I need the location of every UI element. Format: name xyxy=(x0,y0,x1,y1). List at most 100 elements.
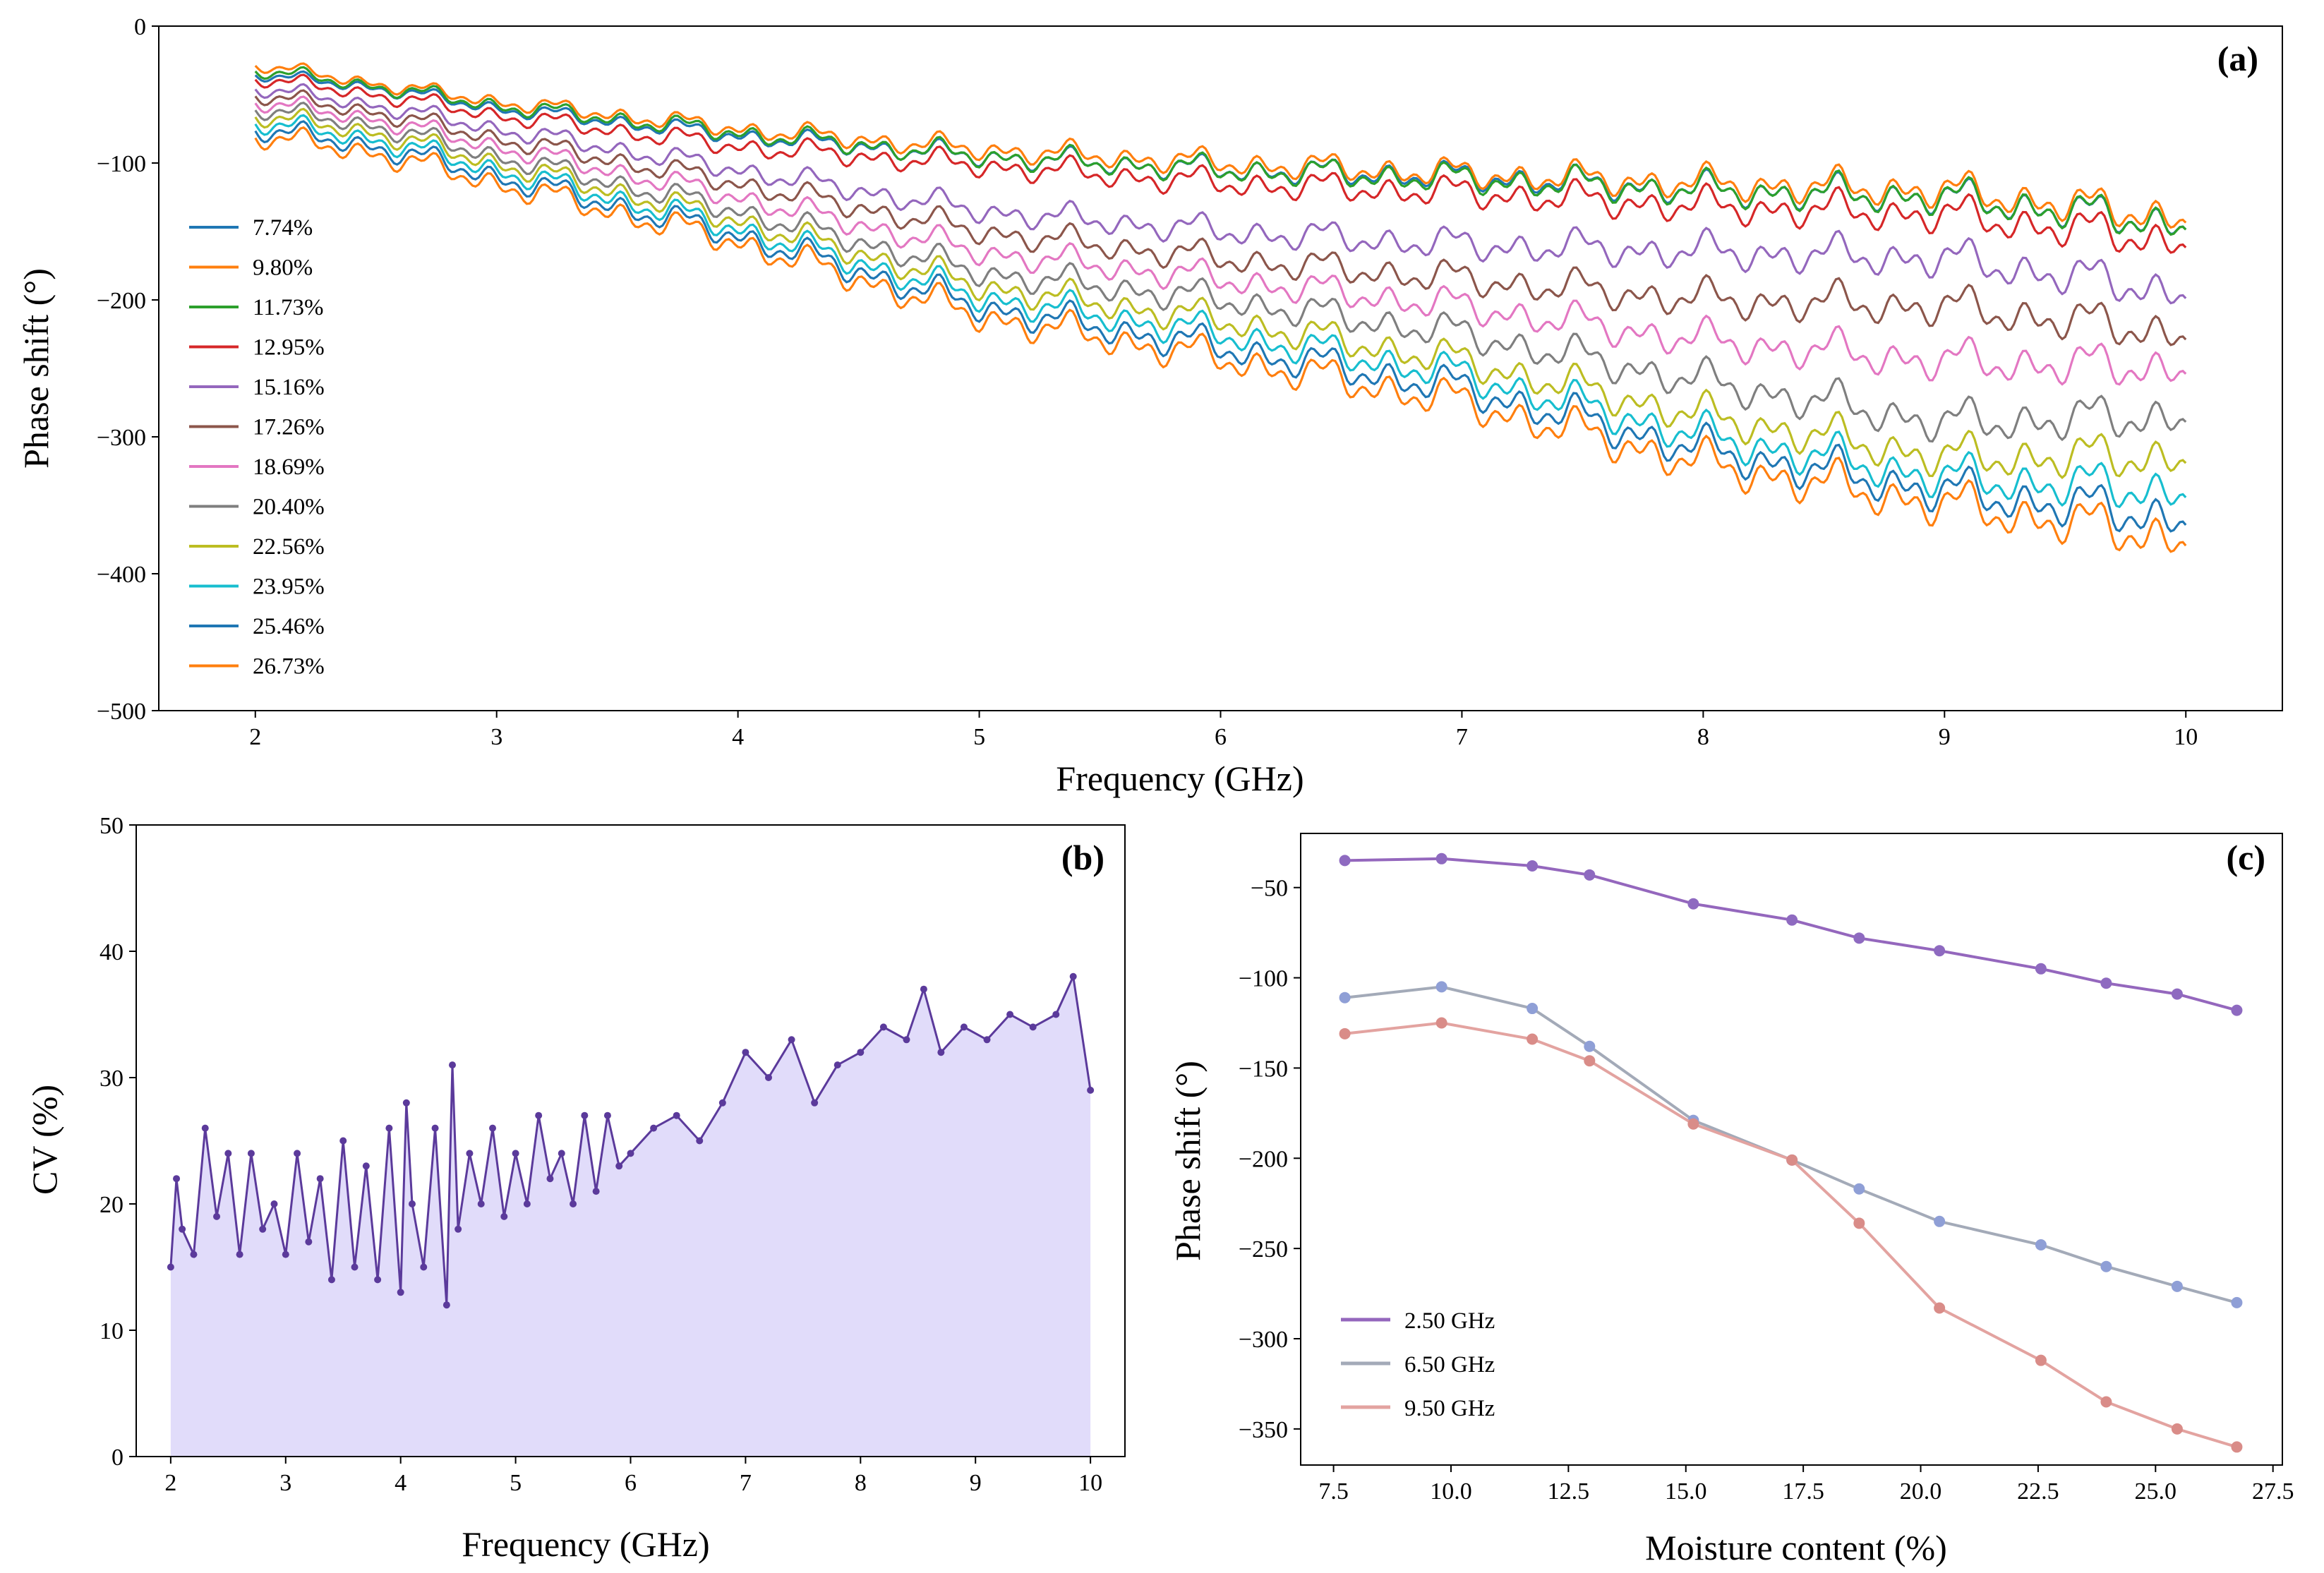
cv-point xyxy=(477,1200,485,1207)
x-tick-label: 15.0 xyxy=(1665,1478,1707,1505)
x-tick-label: 27.5 xyxy=(2252,1478,2294,1505)
cv-point xyxy=(879,1023,887,1031)
panel-a-tag: (a) xyxy=(2217,39,2258,78)
y-tick-label: −100 xyxy=(97,151,146,177)
y-tick-label: −200 xyxy=(1239,1146,1288,1172)
x-tick-label: 2 xyxy=(249,724,261,750)
y-tick-label: 0 xyxy=(134,14,146,40)
x-tick-label: 7 xyxy=(1456,724,1468,750)
cv-point xyxy=(466,1150,474,1157)
cv-point xyxy=(920,985,927,993)
x-tick-label: 4 xyxy=(395,1470,407,1496)
cv-point xyxy=(615,1162,623,1170)
panel-c-phase-shift-vs-moisture: 7.5 10.0 12.5 15.0 17.5 20.0 22.5 25.0 27.5 −50−… xyxy=(1168,833,2294,1567)
series-point xyxy=(1934,1302,1946,1314)
legend-label: 2.50 GHz xyxy=(1404,1308,1495,1334)
x-tick-label: 12.5 xyxy=(1548,1478,1590,1505)
series-point xyxy=(2231,1296,2243,1308)
series-point xyxy=(1527,1003,1539,1015)
x-tick-label: 7.5 xyxy=(1318,1478,1349,1505)
panel-c-axes-frame xyxy=(1300,833,2283,1466)
cv-point xyxy=(236,1250,243,1258)
legend-label: 7.74% xyxy=(253,215,313,241)
cv-point xyxy=(385,1124,393,1132)
cv-point xyxy=(500,1212,508,1220)
cv-point xyxy=(535,1111,543,1119)
series-point xyxy=(1687,898,1699,910)
series-point xyxy=(2171,1423,2183,1435)
x-tick-label: 9 xyxy=(970,1470,982,1496)
series-point xyxy=(2171,1280,2183,1292)
cv-point xyxy=(448,1061,456,1069)
panel-c-y-axis-label: Phase shift (°) xyxy=(1168,1061,1208,1261)
x-tick-label: 8 xyxy=(855,1470,867,1496)
cv-point xyxy=(546,1175,554,1183)
cv-point xyxy=(570,1200,577,1207)
panel-b-cv-vs-frequency: 2 3 4 5 6 7 8 9 10 0 10 20 30 40 50 (b) Frequency (GH… xyxy=(25,813,1126,1564)
cv-point xyxy=(316,1175,324,1183)
y-tick-label: 10 xyxy=(100,1318,124,1344)
cv-point xyxy=(1069,972,1077,980)
series-point xyxy=(2231,1441,2243,1453)
series-point xyxy=(1786,1154,1798,1166)
cv-point xyxy=(696,1137,704,1145)
x-tick-label: 2 xyxy=(164,1470,176,1496)
y-tick-label: −250 xyxy=(1239,1236,1288,1262)
series-point xyxy=(1527,860,1539,872)
panel-b-tag: (b) xyxy=(1061,838,1104,877)
y-tick-label: 0 xyxy=(112,1445,124,1471)
cv-point xyxy=(294,1150,301,1157)
x-tick-label: 3 xyxy=(279,1470,291,1496)
cv-point xyxy=(173,1175,181,1183)
cv-point xyxy=(362,1162,370,1170)
series-point xyxy=(1934,1215,1946,1227)
cv-area-fill xyxy=(170,976,1091,1457)
cv-point xyxy=(420,1263,428,1271)
cv-point xyxy=(282,1250,289,1258)
cv-point xyxy=(374,1276,382,1284)
x-tick-label: 25.0 xyxy=(2135,1478,2177,1505)
panel-c-x-ticks: 7.5 10.0 12.5 15.0 17.5 20.0 22.5 25.0 27.5 xyxy=(1318,1465,2294,1505)
cv-point xyxy=(270,1200,278,1207)
cv-point xyxy=(857,1049,865,1056)
series-point xyxy=(2035,963,2047,975)
cv-point xyxy=(937,1049,945,1056)
cv-point xyxy=(247,1150,255,1157)
legend-label: 9.50 GHz xyxy=(1404,1396,1495,1421)
series-point xyxy=(2100,1396,2112,1408)
cv-point xyxy=(489,1124,497,1132)
cv-point xyxy=(397,1289,404,1296)
cv-point xyxy=(581,1111,589,1119)
legend-label: 9.80% xyxy=(253,255,313,281)
cv-point xyxy=(351,1263,359,1271)
cv-point xyxy=(603,1111,611,1119)
series-point xyxy=(1584,1055,1596,1067)
legend-label: 12.95% xyxy=(253,335,325,361)
cv-point xyxy=(673,1111,680,1119)
series-point xyxy=(1853,932,1865,944)
series-point xyxy=(1853,1217,1865,1229)
cv-point xyxy=(718,1099,726,1107)
cv-point xyxy=(833,1061,841,1069)
legend-label: 22.56% xyxy=(253,534,325,560)
x-tick-label: 22.5 xyxy=(2017,1478,2059,1505)
x-tick-label: 5 xyxy=(510,1470,522,1496)
series-line-11.73% xyxy=(254,66,2187,236)
series-point xyxy=(2100,1260,2112,1272)
cv-point xyxy=(960,1023,968,1031)
panel-b-x-axis-label: Frequency (GHz) xyxy=(462,1524,709,1564)
series-point xyxy=(1786,914,1798,926)
series-point xyxy=(1853,1183,1865,1195)
x-tick-label: 5 xyxy=(973,724,985,750)
y-tick-label: −300 xyxy=(1239,1327,1288,1353)
panel-b-y-axis-label: CV (%) xyxy=(25,1085,64,1195)
cv-point xyxy=(512,1150,519,1157)
cv-point xyxy=(650,1124,658,1132)
y-tick-label: −350 xyxy=(1239,1417,1288,1443)
legend-label: 26.73% xyxy=(253,654,325,680)
series-point xyxy=(1435,852,1447,864)
panel-c-tag: (c) xyxy=(2227,838,2266,877)
cv-point xyxy=(742,1049,749,1056)
series-line-6.50 GHz xyxy=(1344,985,2237,1304)
cv-point xyxy=(983,1036,991,1044)
